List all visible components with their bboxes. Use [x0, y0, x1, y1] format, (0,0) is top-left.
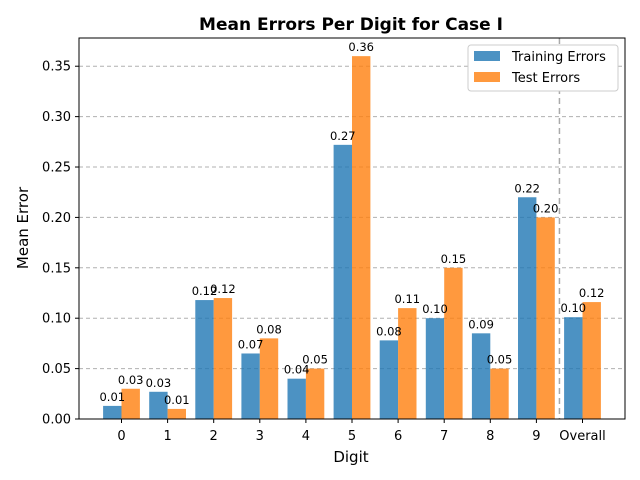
- y-tick-label: 0.25: [42, 161, 71, 176]
- bar-training: [287, 378, 306, 419]
- x-tick-label: 2: [210, 429, 218, 444]
- data-label-training: 0.03: [146, 376, 172, 390]
- x-tick-label: 7: [440, 429, 448, 444]
- x-tick-label: 4: [302, 429, 310, 444]
- data-label-test: 0.15: [441, 252, 467, 266]
- bar-training: [195, 300, 214, 419]
- y-tick-label: 0.20: [42, 211, 71, 226]
- plot-frame: [78, 37, 626, 420]
- bar-test: [398, 308, 417, 419]
- data-label-training: 0.27: [330, 129, 356, 143]
- data-label-training: 0.10: [422, 302, 448, 316]
- bar-test: [536, 217, 555, 419]
- legend-swatch-test: [474, 72, 500, 82]
- data-label-test: 0.11: [394, 292, 420, 306]
- legend-swatch-training: [474, 51, 500, 61]
- y-tick-label: 0.15: [42, 261, 71, 276]
- data-label-training: 0.22: [514, 181, 540, 195]
- bar-training: [471, 333, 491, 419]
- bar-test: [490, 368, 509, 419]
- data-label-training: 0.01: [99, 390, 125, 404]
- x-tick-label: 8: [486, 429, 494, 444]
- bar-test: [305, 368, 325, 419]
- legend-label-test: Test Errors: [511, 71, 580, 86]
- data-label-test: 0.05: [302, 353, 328, 367]
- y-tick-label: 0.00: [42, 413, 71, 428]
- bar-training: [333, 144, 352, 420]
- bar-test: [582, 302, 601, 419]
- data-label-training: 0.09: [468, 317, 494, 331]
- x-axis-label: Digit: [333, 448, 368, 466]
- bar-training: [149, 391, 168, 419]
- data-label-test: 0.12: [210, 282, 236, 296]
- bar-training: [379, 340, 399, 419]
- y-tick-label: 0.35: [42, 60, 71, 75]
- data-label-test: 0.03: [118, 373, 144, 387]
- legend-label-training: Training Errors: [511, 50, 606, 65]
- x-tick-label: 5: [348, 429, 356, 444]
- bar-training: [241, 353, 260, 419]
- x-tick-label: Overall: [559, 429, 605, 444]
- y-axis-label: Mean Error: [14, 186, 32, 269]
- data-labels: 0.01 0.03 0.12 0.07 0.04 0.27 0.08 0.10 0.09 0.22…: [99, 40, 604, 407]
- data-label-test: 0.01: [164, 393, 190, 407]
- bar-test: [167, 408, 186, 419]
- data-label-training: 0.04: [284, 363, 310, 377]
- data-label-training: 0.12: [192, 284, 218, 298]
- bar-test: [121, 388, 140, 419]
- bar-training: [425, 318, 445, 419]
- bar-test: [352, 56, 371, 420]
- data-label-test: 0.12: [579, 286, 605, 300]
- y-tick-label: 0.30: [42, 110, 71, 125]
- data-label-test: 0.36: [348, 40, 374, 54]
- bar-test: [213, 298, 233, 419]
- x-tick-label: 1: [163, 429, 171, 444]
- data-label-training: 0.10: [560, 301, 586, 315]
- x-tick-label: 3: [256, 429, 264, 444]
- chart-title: Mean Errors Per Digit for Case I: [199, 15, 503, 35]
- bar-training: [564, 317, 583, 419]
- data-label-test: 0.05: [487, 353, 513, 367]
- y-tick-label: 0.10: [42, 312, 71, 327]
- x-tick-label: 9: [532, 429, 540, 444]
- axes: 0.00 0.05 0.10 0.15 0.20 0.25 0.30 0.35 0 1 2 3 4 5 6 7…: [42, 37, 626, 444]
- bar-training: [103, 405, 122, 419]
- data-label-training: 0.07: [238, 337, 264, 351]
- x-tick-label: 6: [394, 429, 402, 444]
- bar-test: [444, 267, 463, 419]
- x-tick-label: 0: [117, 429, 125, 444]
- bar-test: [259, 338, 279, 419]
- data-label-training: 0.08: [376, 324, 402, 338]
- data-label-test: 0.08: [256, 322, 282, 336]
- bars: [103, 56, 601, 420]
- data-label-test: 0.20: [533, 201, 559, 215]
- legend-box: [467, 44, 619, 92]
- legend: Training Errors Test Errors: [467, 44, 619, 92]
- y-tick-label: 0.05: [42, 362, 71, 377]
- bar-training: [518, 197, 537, 419]
